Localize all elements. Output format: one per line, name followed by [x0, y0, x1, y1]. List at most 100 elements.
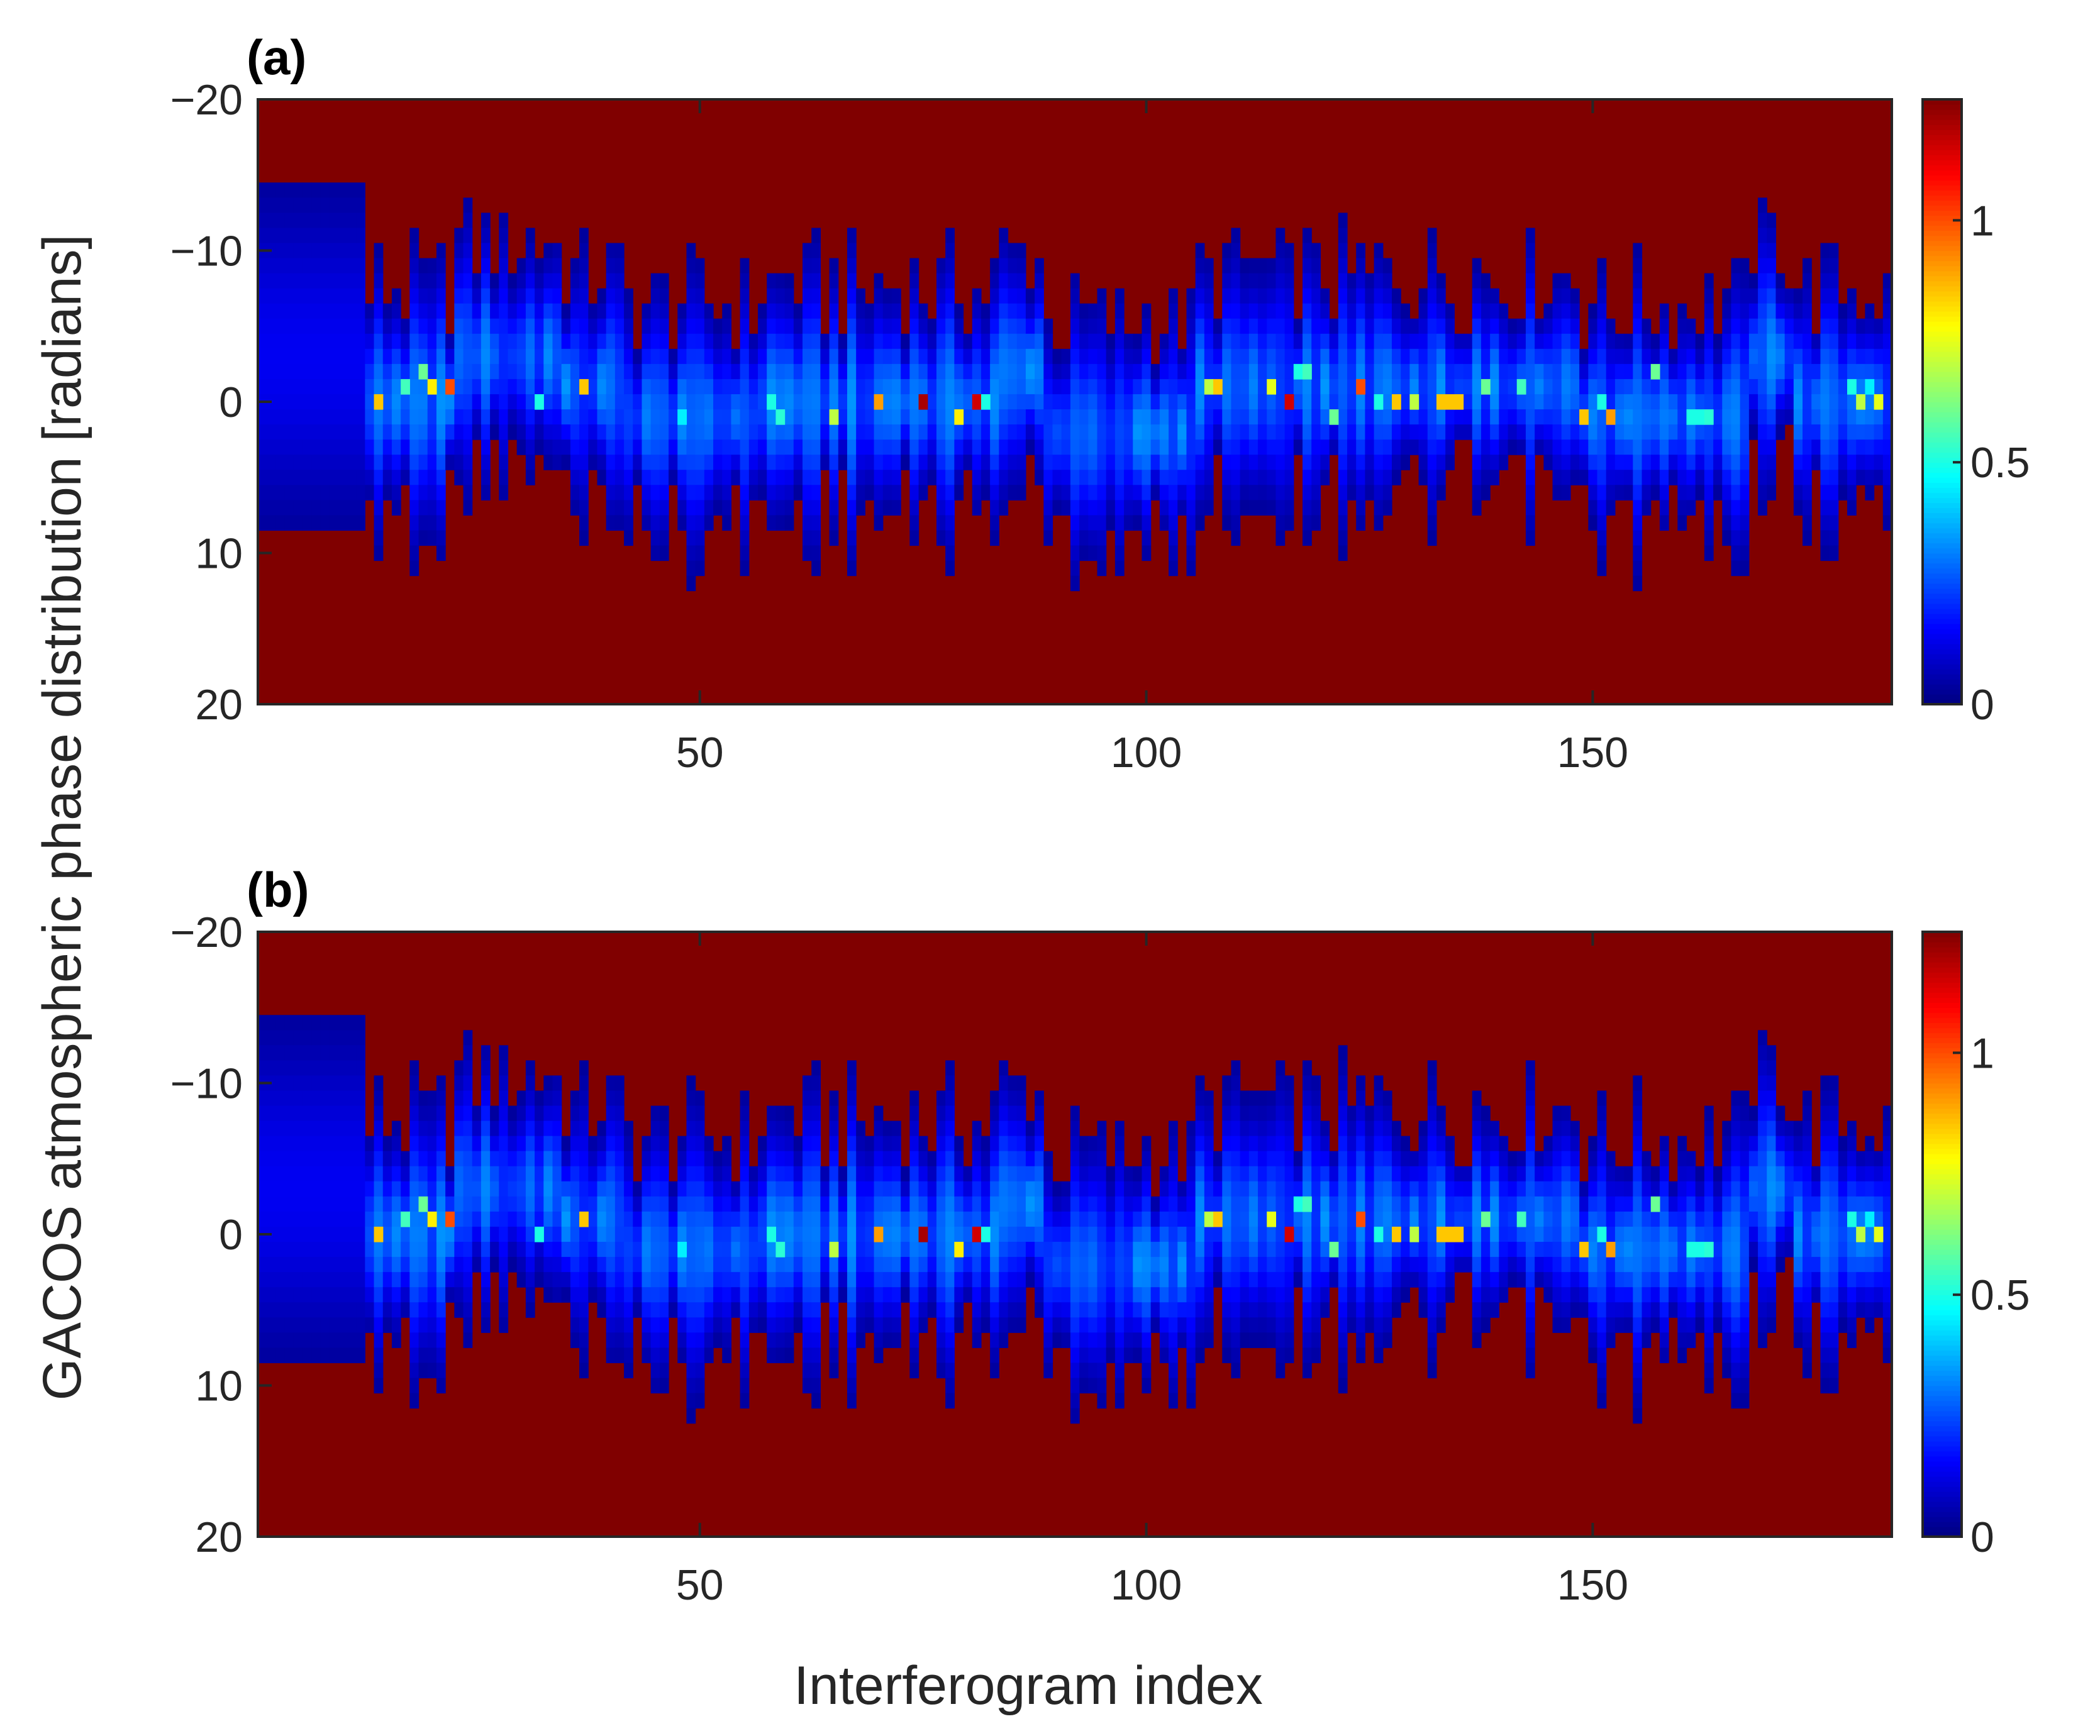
heatmap-cell — [918, 424, 928, 440]
heatmap-cell — [463, 1075, 473, 1092]
heatmap-cell — [258, 440, 267, 455]
heatmap-cell — [418, 394, 428, 410]
heatmap-cell — [1338, 288, 1348, 304]
heatmap-cell — [1552, 379, 1562, 395]
heatmap-cell — [508, 1226, 518, 1242]
heatmap-cell — [1614, 379, 1625, 395]
heatmap-cell — [740, 333, 750, 350]
heatmap-cell — [659, 1226, 669, 1242]
heatmap-cell — [1436, 379, 1446, 395]
heatmap-cell — [1570, 363, 1580, 380]
heatmap-cell — [838, 379, 848, 395]
heatmap-cell — [1686, 394, 1696, 410]
heatmap-cell — [820, 440, 830, 455]
heatmap-cell — [472, 394, 482, 410]
heatmap-cell — [847, 1226, 857, 1242]
heatmap-cell — [1490, 455, 1499, 470]
heatmap-cell — [999, 1287, 1009, 1303]
heatmap-cell — [1204, 485, 1214, 500]
heatmap-cell — [401, 1181, 410, 1197]
heatmap-cell — [1588, 515, 1598, 531]
heatmap-cell — [1267, 1120, 1277, 1137]
heatmap-cell — [267, 1090, 276, 1107]
heatmap-cell — [784, 1272, 794, 1288]
heatmap-cell — [1552, 303, 1562, 319]
heatmap-cell — [391, 1151, 401, 1167]
heatmap-cell — [1633, 273, 1643, 289]
heatmap-cell — [1231, 348, 1241, 365]
heatmap-cell — [552, 424, 562, 440]
heatmap-cell — [748, 348, 758, 365]
heatmap-cell — [686, 363, 696, 380]
heatmap-cell — [329, 1105, 339, 1122]
heatmap-cell — [1133, 1196, 1143, 1212]
heatmap-cell — [1088, 440, 1098, 455]
heatmap-cell — [695, 424, 705, 440]
heatmap-cell — [1186, 515, 1196, 531]
heatmap-cell — [401, 1302, 410, 1318]
heatmap-cell — [1338, 470, 1348, 485]
heatmap-cell — [1124, 394, 1133, 410]
heatmap-cell — [972, 500, 982, 516]
heatmap-cell — [436, 394, 446, 410]
heatmap-cell — [936, 333, 946, 350]
heatmap-cell — [1427, 303, 1437, 319]
heatmap-cell — [1650, 470, 1660, 485]
heatmap-cell — [1356, 424, 1365, 440]
heatmap-cell — [624, 1151, 633, 1167]
heatmap-cell — [1704, 515, 1714, 531]
heatmap-cell — [427, 1287, 437, 1303]
heatmap-cell — [1124, 440, 1133, 455]
heatmap-cell — [374, 1242, 384, 1258]
heatmap-cell — [535, 440, 544, 455]
heatmap-cell — [1856, 379, 1866, 395]
heatmap-cell — [954, 363, 964, 380]
heatmap-cell — [463, 1302, 473, 1318]
heatmap-cell — [293, 1332, 303, 1348]
heatmap-cell — [454, 348, 464, 365]
heatmap-cell — [1472, 470, 1482, 485]
heatmap-cell-high — [1481, 379, 1491, 395]
heatmap-cell — [1159, 515, 1169, 531]
heatmap-cell — [1713, 333, 1723, 350]
heatmap-cell — [1695, 424, 1705, 440]
heatmap-cell — [704, 1181, 714, 1197]
heatmap-cell — [382, 363, 392, 380]
heatmap-cell — [775, 515, 786, 531]
heatmap-cell — [1079, 1257, 1089, 1273]
heatmap-cell — [704, 455, 714, 470]
colorbar-segment — [1923, 658, 1962, 665]
heatmap-cell-high — [579, 379, 589, 395]
heatmap-cell — [1079, 394, 1089, 410]
heatmap-cell — [758, 1317, 767, 1333]
heatmap-cell — [1008, 455, 1018, 470]
heatmap-cell-high — [1579, 409, 1589, 425]
heatmap-cell — [499, 318, 509, 334]
heatmap-cell — [1061, 1181, 1071, 1197]
heatmap-cell — [293, 213, 303, 229]
heatmap-cell — [874, 1332, 884, 1348]
heatmap-cell — [1133, 424, 1143, 440]
heatmap-cell — [418, 379, 428, 395]
colorbar-segment — [1923, 427, 1962, 433]
heatmap-cell — [1454, 424, 1464, 440]
heatmap-cell — [258, 1060, 267, 1076]
heatmap-cell — [258, 1347, 267, 1364]
heatmap-cell — [1284, 1166, 1294, 1182]
heatmap-cell — [1427, 379, 1437, 395]
heatmap-cell — [695, 379, 705, 395]
heatmap-cell — [1169, 394, 1178, 410]
heatmap-cell — [865, 1211, 875, 1227]
heatmap-cell — [284, 1287, 294, 1303]
heatmap-cell — [1008, 1272, 1018, 1288]
heatmap-cell — [293, 455, 303, 470]
heatmap-cell — [1124, 1166, 1133, 1182]
heatmap-cell — [847, 303, 857, 319]
heatmap-cell — [597, 470, 607, 485]
heatmap-cell — [669, 424, 678, 440]
heatmap-cell — [1114, 1347, 1125, 1364]
heatmap-cell — [597, 1226, 607, 1242]
heatmap-cell — [1070, 348, 1080, 365]
heatmap-cell — [1213, 409, 1223, 425]
